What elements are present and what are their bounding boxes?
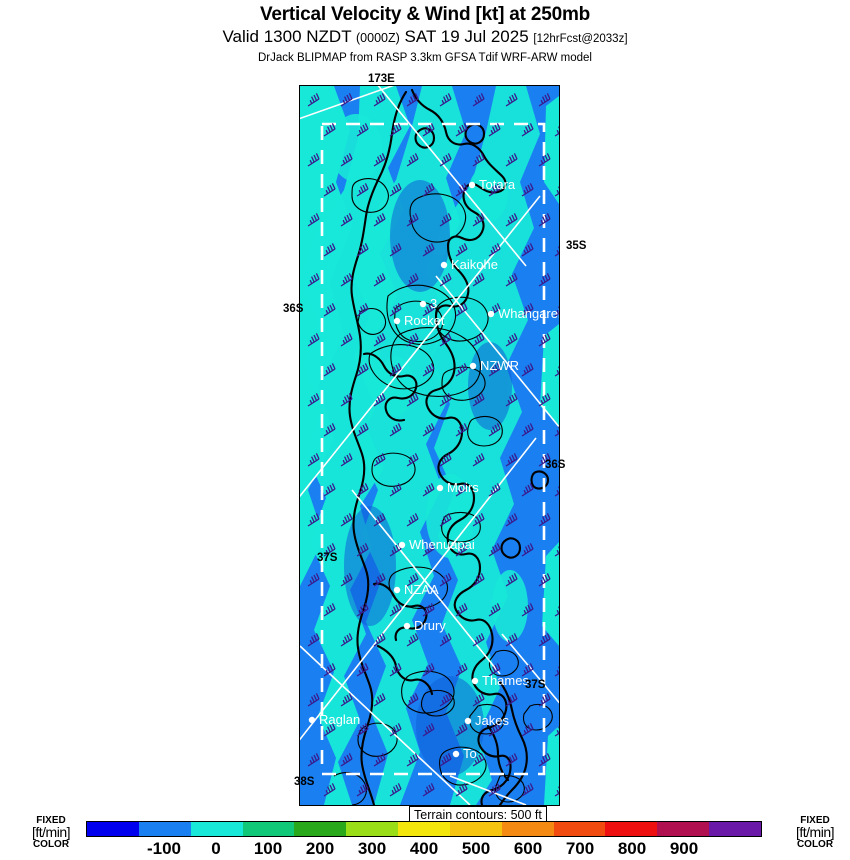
colorbar-tick-labels: -100 0 100 200 300 400 500 600 700 800 900: [86, 839, 762, 859]
gridline-label-37s-4: 37S: [317, 552, 338, 564]
colorbar-tick-100: 100: [253, 839, 283, 858]
colorbar-tick-800: 800: [617, 839, 647, 858]
colorbar-tick-0: 0: [211, 839, 221, 858]
station-jakes[interactable]: Jakes: [464, 713, 510, 728]
gridline-label-173e-0: 173E: [368, 73, 395, 85]
station-label: NZWR: [480, 358, 519, 373]
map-canvas: Totara Kaikohe 3 Rocket Whangarei NZWR Moirs Wh…: [300, 86, 559, 805]
page-title: Vertical Velocity & Wind [kt] at 250mb: [259, 4, 591, 25]
colorbar-segment-2: [190, 822, 243, 836]
colorbar-right-color-text: COLOR: [796, 839, 834, 850]
model-source-line: DrJack BLIPMAP from RASP 3.3km GFSA Tdif…: [257, 52, 592, 64]
station-label: Rocket: [404, 313, 445, 328]
gridline-label-38s-6: 38S: [294, 776, 315, 788]
station-dot: [403, 622, 411, 630]
station-label: Jakes: [475, 713, 509, 728]
colorbar-gradient[interactable]: [86, 821, 762, 837]
colorbar-segment-10: [605, 822, 658, 836]
station-dot: [393, 317, 401, 325]
station-label: NZAA: [404, 582, 439, 597]
valid-time-line: Valid 1300 NZDT (0000Z) SAT 19 Jul 2025 …: [0, 27, 850, 49]
station-label: 3: [430, 296, 437, 311]
station-kaikohe[interactable]: Kaikohe: [440, 257, 498, 272]
station-whangarei[interactable]: Whangarei: [487, 306, 559, 321]
station-to[interactable]: To: [452, 746, 477, 761]
station-label: Moirs: [447, 480, 479, 495]
colorbar-segment-8: [501, 822, 554, 836]
station-label: Drury: [414, 618, 446, 633]
valid-time-utc: (0000Z): [356, 31, 400, 45]
colorbar-tick-300: 300: [357, 839, 387, 858]
station-marker-group: Totara Kaikohe 3 Rocket Whangarei NZWR Moirs Wh…: [308, 177, 559, 761]
station-dot: [440, 261, 448, 269]
colorbar-segment-5: [346, 822, 399, 836]
station-dot: [471, 677, 479, 685]
station-label: Whenuapai: [409, 537, 475, 552]
station-label: Thames: [482, 673, 529, 688]
colorbar-tick-900: 900: [669, 839, 699, 858]
valid-time-prefix: Valid 1300 NZDT: [222, 27, 352, 46]
station-label: Kaikohe: [451, 257, 498, 272]
station-dot: [419, 300, 427, 308]
colorbar-right-fixed-text: FIXED: [800, 815, 830, 826]
station-thames[interactable]: Thames: [471, 673, 530, 688]
colorbar-segment-7: [449, 822, 502, 836]
colorbar-tick-400: 400: [409, 839, 439, 858]
station-whenuapai[interactable]: Whenuapai: [398, 537, 475, 552]
colorbar-segment-9: [553, 822, 606, 836]
colorbar-segment-11: [657, 822, 710, 836]
map-header: Vertical Velocity & Wind [kt] at 250mb V…: [0, 0, 850, 65]
colorbar-segment-4: [294, 822, 347, 836]
station-dot: [469, 362, 477, 370]
station-nzaa[interactable]: NZAA: [393, 582, 439, 597]
station-dot: [487, 310, 495, 318]
gridline-label-36s-2: 36S: [283, 303, 304, 315]
terrain-contour-note: Terrain contours: 500 ft: [409, 806, 547, 825]
valid-date: SAT 19 Jul 2025: [404, 27, 529, 46]
station-label: Whangarei: [498, 306, 559, 321]
colorbar-row: FIXED [ft/min] COLOR -100 0 100 200 300 400 50…: [0, 816, 850, 860]
colorbar-tick--100: -100: [146, 839, 182, 858]
forecast-tag: [12hrFcst@2033z]: [533, 33, 628, 45]
station-label: Totara: [479, 177, 516, 192]
colorbar-right-label: FIXED [ft/min] COLOR: [784, 815, 846, 850]
colorbar-segment-12: [709, 822, 761, 836]
station-moirs[interactable]: Moirs: [436, 480, 479, 495]
forecast-map[interactable]: Totara Kaikohe 3 Rocket Whangarei NZWR Moirs Wh…: [299, 85, 560, 806]
station-nzwr[interactable]: NZWR: [469, 358, 519, 373]
colorbar-segment-3: [242, 822, 295, 836]
station-dot: [452, 750, 460, 758]
station-dot: [436, 484, 444, 492]
colorbar-segment-1: [138, 822, 191, 836]
station-label: To: [463, 746, 477, 761]
colorbar-tick-500: 500: [461, 839, 491, 858]
colorbar-left-color-text: COLOR: [32, 839, 70, 850]
station-drury[interactable]: Drury: [403, 618, 446, 633]
colorbar-tick-600: 600: [513, 839, 543, 858]
station-dot: [393, 586, 401, 594]
station-dot: [398, 541, 406, 549]
station-3[interactable]: 3: [419, 296, 437, 311]
colorbar-tick-700: 700: [565, 839, 595, 858]
station-label: Raglan: [319, 712, 360, 727]
gridline-label-37s-5: 37S: [525, 679, 546, 691]
station-dot: [464, 717, 472, 725]
colorbar-right-units: [ft/min]: [795, 824, 835, 840]
colorbar-tick-200: 200: [305, 839, 335, 858]
colorbar-left-fixed-text: FIXED: [36, 815, 66, 826]
gridline-label-36s-3: 36S: [545, 459, 566, 471]
station-dot: [308, 716, 316, 724]
station-rocket[interactable]: Rocket: [393, 313, 445, 328]
station-dot: [468, 181, 476, 189]
gridline-label-35s-1: 35S: [566, 240, 587, 252]
station-raglan[interactable]: Raglan: [308, 712, 360, 727]
colorbar-segment-6: [398, 822, 450, 836]
station-totara[interactable]: Totara: [468, 177, 516, 192]
colorbar-segment-0: [87, 822, 139, 836]
colorbar-left-label: FIXED [ft/min] COLOR: [20, 815, 82, 850]
colorbar-left-units: [ft/min]: [31, 824, 71, 840]
